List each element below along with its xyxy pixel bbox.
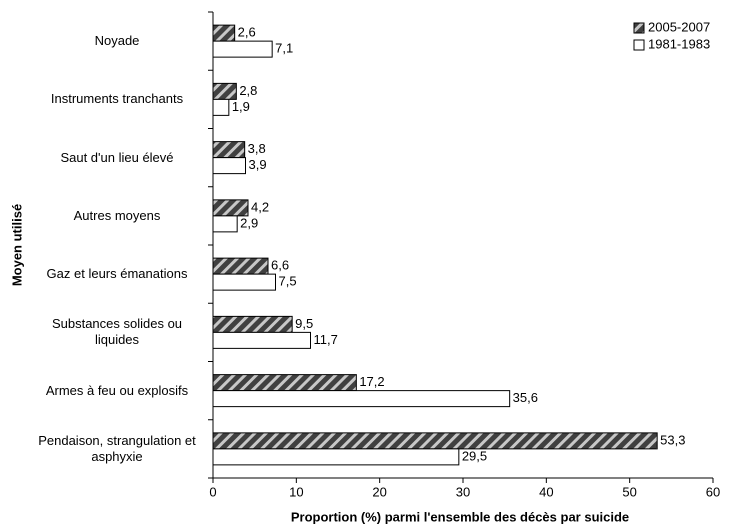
y-tick-label: Gaz et leurs émanations	[46, 266, 188, 282]
bar	[212, 141, 246, 159]
bar	[212, 199, 249, 217]
value-label: 3,8	[248, 141, 266, 156]
bar	[212, 390, 511, 408]
x-tick-label: 10	[289, 484, 303, 499]
x-tick-label: 30	[456, 484, 470, 499]
value-label: 17,2	[359, 374, 384, 389]
bar	[212, 273, 276, 291]
bar	[212, 331, 311, 349]
y-tick-label: Instruments tranchants	[50, 91, 184, 107]
bar	[212, 448, 460, 466]
legend-label: 2005-2007	[648, 19, 710, 34]
bar	[212, 82, 237, 100]
y-tick-label: Substances solides ou liquides	[51, 316, 183, 348]
legend-label: 1981-1983	[648, 36, 710, 51]
legend-swatch	[633, 39, 645, 51]
y-tick-label: Saut d'un lieu élevé	[60, 149, 174, 165]
y-axis-title: Moyen utilisé	[9, 204, 24, 286]
x-tick-label: 50	[622, 484, 636, 499]
bar	[212, 24, 236, 42]
value-label: 6,6	[271, 258, 289, 273]
bar	[212, 98, 230, 116]
legend-swatch	[633, 22, 645, 34]
x-tick-label: 0	[209, 484, 216, 499]
value-label: 7,1	[275, 41, 293, 56]
bar	[212, 257, 269, 275]
value-label: 3,9	[249, 157, 267, 172]
bar	[212, 157, 246, 175]
x-tick-label: 40	[539, 484, 553, 499]
value-label: 53,3	[660, 432, 685, 447]
y-tick-label: Armes à feu ou explosifs	[45, 382, 189, 398]
value-label: 4,2	[251, 199, 269, 214]
value-label: 9,5	[295, 316, 313, 331]
bar	[212, 40, 273, 58]
bar	[212, 374, 357, 392]
value-label: 11,7	[314, 332, 338, 347]
value-label: 29,5	[462, 448, 487, 463]
value-label: 7,5	[279, 274, 297, 289]
value-label: 2,9	[240, 215, 258, 230]
value-label: 35,6	[513, 390, 538, 405]
y-tick-label: Autres moyens	[73, 207, 161, 223]
bar	[212, 432, 658, 450]
x-tick-label: 60	[706, 484, 720, 499]
value-label: 1,9	[232, 99, 250, 114]
bar	[212, 315, 293, 333]
value-label: 2,6	[238, 25, 256, 40]
value-label: 2,8	[239, 83, 257, 98]
bar	[212, 215, 238, 233]
x-tick-label: 20	[372, 484, 386, 499]
y-tick-label: Noyade	[94, 33, 140, 49]
y-tick-label: Pendaison, strangulation et asphyxie	[38, 432, 196, 464]
x-axis-title: Proportion (%) parmi l'ensemble des décè…	[291, 509, 629, 524]
